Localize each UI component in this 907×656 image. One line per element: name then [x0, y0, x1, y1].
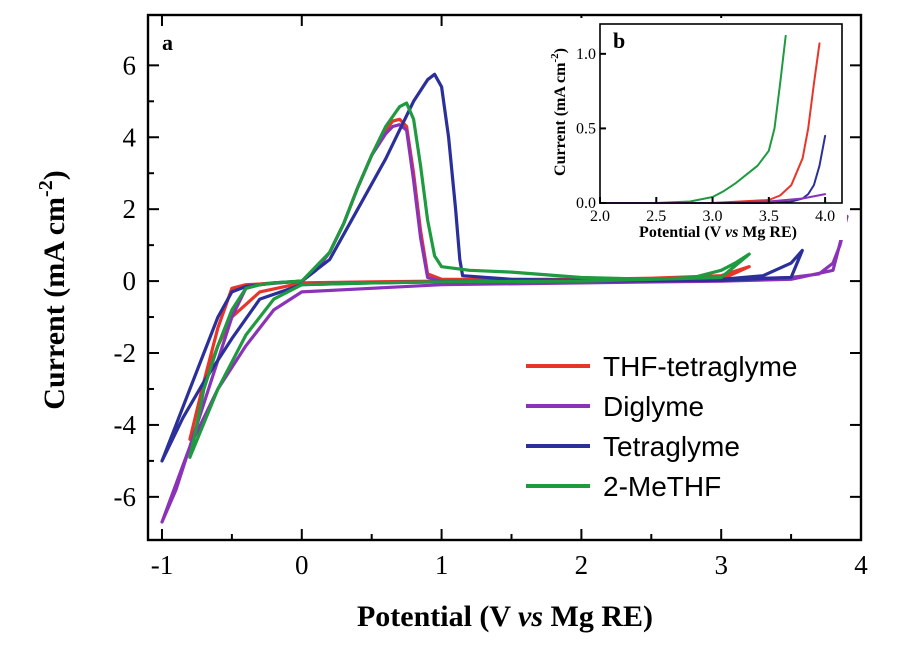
legend-label-3: 2-MeTHF: [603, 471, 721, 502]
inset-x-axis-title-part: Mg RE): [738, 224, 797, 241]
y-axis-title-part: -2: [35, 180, 57, 197]
inset-y-tick-label: 0.0: [576, 195, 596, 212]
inset-x-tick-label: 4.0: [815, 208, 835, 225]
y-tick-label: 0: [123, 266, 137, 296]
inset-plot-frame: [599, 23, 843, 204]
x-tick-label: 0: [295, 550, 309, 580]
inset-y-axis-title: Current (mA cm-2): [549, 48, 569, 176]
legend: THF-tetraglyme Diglyme Tetraglyme 2-MeTHF: [526, 351, 797, 502]
inset-x-axis-title-part: Potential (V: [639, 224, 725, 241]
y-tick-label: -4: [114, 410, 137, 440]
x-axis-title-part: Potential (V: [357, 600, 518, 633]
x-tick-label: 3: [714, 550, 728, 580]
inset-y-axis-title-part: -2: [549, 53, 561, 63]
panel-label-b: b: [613, 28, 625, 53]
x-tick-label: 1: [435, 550, 449, 580]
inset-y-tick-label: 0.5: [576, 120, 596, 137]
inset-x-axis-title-part: vs: [725, 224, 738, 241]
inset-y-tick-label: 1.0: [576, 46, 596, 63]
x-axis-title-part: Mg RE): [543, 600, 653, 633]
y-tick-label: -6: [114, 482, 137, 512]
series-line-3: [188, 101, 751, 459]
x-axis-title-part: vs: [518, 600, 543, 633]
panel-label-a: a: [162, 30, 173, 55]
y-tick-label: 2: [123, 194, 137, 224]
y-axis-title-part: ): [38, 170, 71, 180]
y-axis-title-part: Current (mA cm: [38, 197, 71, 410]
inset-x-axis-title: Potential (V vs Mg RE): [639, 224, 797, 241]
inset-y-axis-title-part: ): [552, 48, 569, 53]
legend-label-1: Diglyme: [603, 391, 704, 422]
inset-x-tick-label: 2.5: [646, 208, 666, 225]
y-tick-label: 4: [123, 122, 137, 152]
legend-label-2: Tetraglyme: [603, 431, 740, 462]
main-curves: [160, 72, 849, 524]
x-tick-label: 2: [575, 550, 589, 580]
inset-y-axis-title-part: Current (mA cm: [552, 62, 569, 176]
inset-panel-b: 2.0 2.5 3.0 3.5 4.0 0.0 0.5 1.0 b Potential (V vs…: [545, 18, 847, 241]
main-plot-frame: [146, 13, 863, 542]
inset-x-tick-label: 2.0: [590, 208, 610, 225]
y-axis-title: Current (mA cm-2): [35, 170, 71, 409]
inset-x-tick-label: 3.5: [759, 208, 779, 225]
inset-x-tick-label: 3.0: [703, 208, 723, 225]
x-axis-title: Potential (V vs Mg RE): [357, 600, 653, 633]
y-tick-label: 6: [123, 50, 137, 80]
x-tick-label: 4: [854, 550, 868, 580]
x-tick-label: -1: [151, 550, 174, 580]
y-tick-label: -2: [114, 338, 137, 368]
inset-series-line-0: [599, 34, 787, 204]
legend-label-0: THF-tetraglyme: [603, 351, 797, 382]
